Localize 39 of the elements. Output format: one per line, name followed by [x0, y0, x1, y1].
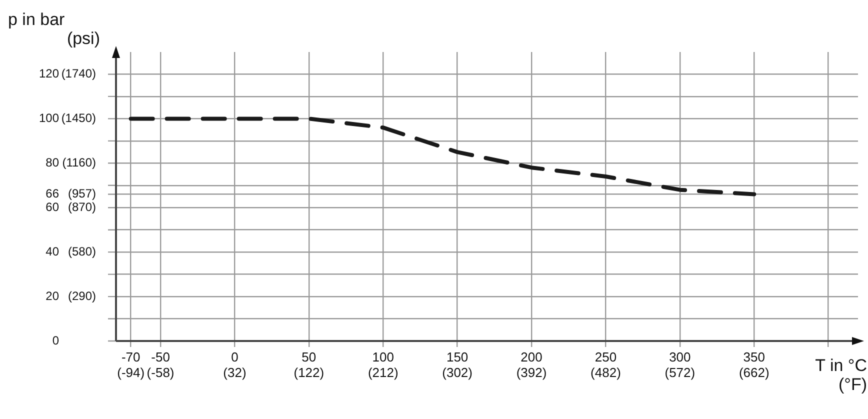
line-series [128, 116, 756, 196]
y-axis-title: p in bar [8, 10, 66, 29]
y-tick-label: 20 [46, 288, 60, 303]
x2-tick-label: (662) [738, 364, 770, 380]
x-tick-label: -50 [151, 349, 170, 364]
x-tick-label: -70 [121, 349, 140, 364]
x-tick-label: 200 [520, 349, 542, 364]
y2-tick-label: (1160) [62, 155, 96, 170]
y-tick-label: 0 [52, 333, 60, 348]
y-tick-label: 80 [46, 155, 60, 170]
x-tick-label: 50 [302, 349, 316, 364]
y-tick-label: 100 [38, 111, 60, 126]
y-tick-label: 66 [46, 186, 60, 201]
x-axis-title: T in °C (°F) [815, 356, 867, 394]
x2-tick-label: (212) [368, 364, 398, 380]
y2-tick-label: (580) [68, 244, 96, 258]
x2-tick-label: (302) [442, 364, 472, 380]
y2-tick-label: (1740) [61, 66, 96, 81]
y-tick-label: 40 [46, 244, 60, 258]
y2-tick-label: (290) [68, 288, 96, 303]
x2-tick-label: (32) [223, 364, 246, 380]
x2-tick-label: (122) [294, 364, 324, 380]
x2-tick-label: (392) [516, 364, 547, 380]
y2-tick-label: (957) [68, 186, 96, 201]
x2-tick-label: (482) [590, 364, 621, 380]
x2-tick-label: (572) [664, 364, 696, 380]
x2-tick-label: (-58) [146, 364, 174, 380]
y2-tick-label: (870) [68, 200, 96, 214]
x-tick-label: 250 [594, 349, 617, 364]
y-tick-label: 60 [46, 200, 60, 214]
y2-tick-label: (1450) [61, 111, 96, 126]
x2-tick-label: (-94) [117, 364, 145, 380]
x-tick-label: 0 [231, 349, 238, 364]
x-tick-label: 350 [743, 349, 765, 364]
x-tick-label: 100 [372, 349, 394, 364]
x-tick-label: 300 [669, 349, 691, 364]
y-tick-label: 120 [38, 66, 60, 81]
x-tick-label: 150 [446, 349, 468, 364]
y2-axis-title: (psi) [66, 29, 100, 48]
